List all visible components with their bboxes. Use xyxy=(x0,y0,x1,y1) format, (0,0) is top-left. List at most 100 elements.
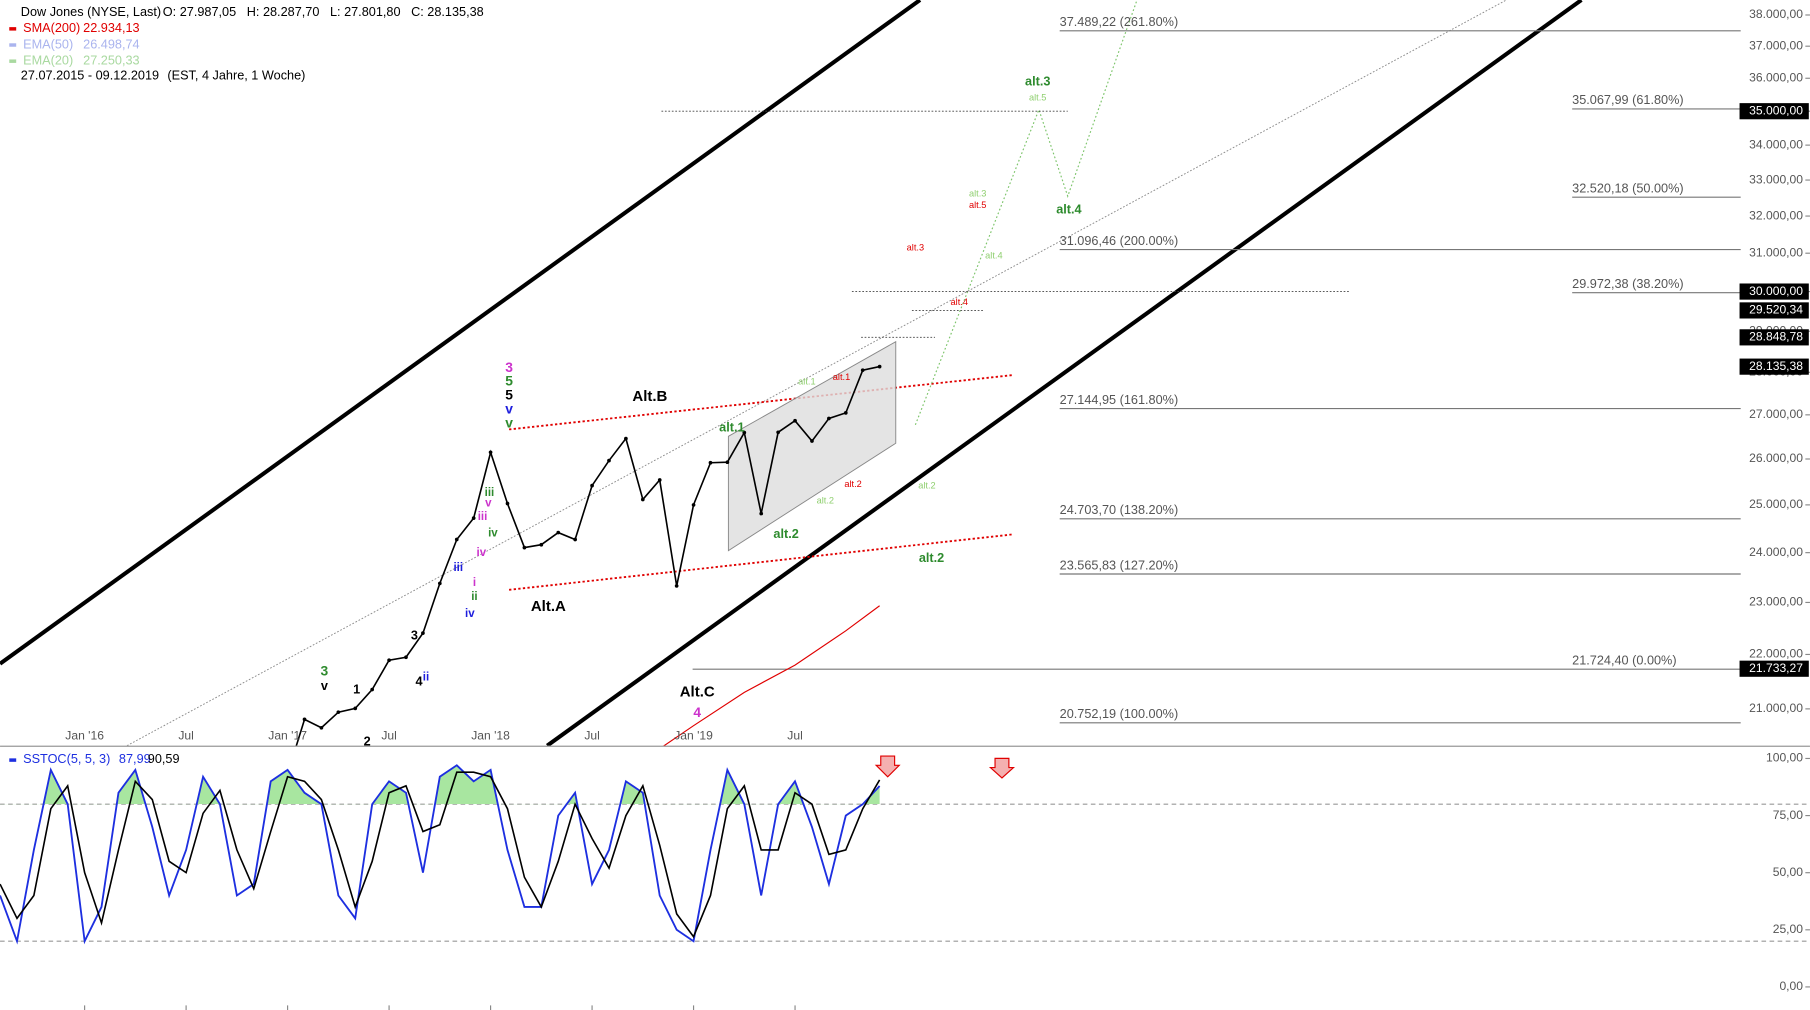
x-tick-label: Jan '17 xyxy=(268,729,307,743)
wave-label: 3 xyxy=(321,662,329,678)
price-point xyxy=(319,725,324,730)
price-point xyxy=(353,706,358,711)
y-tick-label: 31.000,00 xyxy=(1749,245,1803,259)
wave-label: alt.1 xyxy=(833,372,850,382)
y-tick-label: 25.000,00 xyxy=(1749,497,1803,511)
price-point xyxy=(674,584,679,588)
price-point xyxy=(725,460,730,465)
y-tick-label: 22.000,00 xyxy=(1749,647,1803,661)
price-marker-label: 28.848,78 xyxy=(1749,330,1803,344)
wave-label: alt.4 xyxy=(951,297,968,307)
wave-label: Alt.A xyxy=(531,598,566,615)
price-point xyxy=(387,658,391,663)
fib-label: 23.565,83 (127.20%) xyxy=(1060,558,1179,572)
y-tick-label: 26.000,00 xyxy=(1749,451,1803,465)
stoch-tick-label: 100,00 xyxy=(1766,751,1803,765)
y-tick-label: 27.000,00 xyxy=(1749,407,1803,421)
wave-label: alt.2 xyxy=(844,479,861,489)
wave-label: alt.5 xyxy=(969,200,986,210)
legend-name: EMA(50) xyxy=(23,37,73,51)
price-point xyxy=(759,511,764,516)
channel-line xyxy=(0,0,922,666)
price-point xyxy=(776,430,780,435)
price-point xyxy=(437,581,442,586)
fib-label: 20.752,19 (100.00%) xyxy=(1060,707,1179,721)
price-point xyxy=(843,411,848,415)
price-point xyxy=(336,710,341,715)
indicator-line xyxy=(663,605,880,746)
price-point xyxy=(454,537,459,542)
price-point xyxy=(708,460,713,465)
price-marker xyxy=(1739,358,1809,375)
fib-levels: 37.489,22 (261.80%) 35.067,99 (61.80%) 32.… xyxy=(661,15,1741,724)
stoch-tick-label: 0,00 xyxy=(1779,979,1803,993)
y-tick-label: 23.000,00 xyxy=(1749,595,1803,609)
price-point xyxy=(793,418,797,423)
stoch-swatch xyxy=(9,758,17,762)
wave-label: 5 xyxy=(505,373,513,389)
price-marker-label: 28.135,38 xyxy=(1749,359,1803,373)
wave-label: 3 xyxy=(411,628,418,642)
legend-value: 22.934,13 xyxy=(83,21,139,35)
stoch-title: SSTOC(5, 5, 3) xyxy=(23,752,110,766)
price-point xyxy=(624,436,628,441)
period: 27.07.2015 - 09.12.2019 xyxy=(21,69,159,83)
legend-value: 26.498,74 xyxy=(83,37,139,51)
wave-label: alt.4 xyxy=(1056,202,1081,216)
stoch-line xyxy=(0,764,881,945)
wave-label: v xyxy=(505,414,513,430)
price-point xyxy=(640,497,645,502)
price-point xyxy=(505,501,510,506)
fib-label: 35.067,99 (61.80%) xyxy=(1572,93,1683,107)
price-plot xyxy=(295,364,882,746)
overbought-fill xyxy=(0,765,880,805)
wave-label: 1 xyxy=(353,683,360,697)
price-marker-label: 21.733,27 xyxy=(1749,661,1803,675)
wave-label: alt.3 xyxy=(907,243,924,253)
fib-label: 31.096,46 (200.00%) xyxy=(1060,234,1179,248)
fib-label: 21.724,40 (0.00%) xyxy=(1572,653,1676,667)
channel-line xyxy=(545,0,1583,746)
wave-label: ii xyxy=(471,591,477,603)
fib-label: 32.520,18 (50.00%) xyxy=(1572,181,1683,195)
signal-arrow xyxy=(874,755,901,778)
wave-label: v xyxy=(505,400,513,416)
wave-label: i xyxy=(473,577,476,589)
legend-value: 27.250,33 xyxy=(83,54,139,68)
wave-label: ii xyxy=(423,672,429,684)
y-tick-label: 37.000,00 xyxy=(1749,38,1803,52)
signal-arrow xyxy=(988,757,1016,779)
stoch-tick-label: 75,00 xyxy=(1773,808,1804,822)
price-point xyxy=(877,364,882,369)
fib-label: 24.703,70 (138.20%) xyxy=(1060,503,1179,517)
legend-name: SMA(200) xyxy=(23,21,80,35)
legend: Dow Jones (NYSE, Last) O: 27.987,05 H: 2… xyxy=(9,5,484,766)
wave-label: alt.1 xyxy=(719,421,744,435)
wave-label: alt.5 xyxy=(1029,93,1046,103)
y-tick-label: 36.000,00 xyxy=(1749,70,1803,84)
wave-label: alt.2 xyxy=(918,480,935,490)
y-tick-label: 32.000,00 xyxy=(1749,208,1803,222)
period-note: (EST, 4 Jahre, 1 Woche) xyxy=(167,69,305,83)
wave-label: Alt.B xyxy=(632,388,667,405)
wave-label: iv xyxy=(488,527,498,539)
price-marker-label: 29.520,34 xyxy=(1749,303,1803,317)
fib-label: 29.972,38 (38.20%) xyxy=(1572,277,1683,291)
wave-label: iv xyxy=(477,547,487,559)
price-marker-label: 35.000,00 xyxy=(1749,103,1803,117)
stoch-tick-label: 50,00 xyxy=(1773,865,1804,879)
dotted-trend xyxy=(126,0,1507,746)
wave-label: alt.2 xyxy=(919,551,944,565)
axes: 21.000,00 22.000,00 23.000,00 24.000,00 25.0… xyxy=(65,7,1810,1010)
price-marker xyxy=(1739,660,1809,677)
x-tick-label: Jul xyxy=(381,729,396,743)
red-trend xyxy=(508,533,1013,591)
wave-label: iv xyxy=(465,608,475,620)
y-tick-label: 24.000,00 xyxy=(1749,545,1803,559)
price-point xyxy=(539,542,544,547)
wave-label: v xyxy=(321,679,328,693)
projection xyxy=(914,0,1138,425)
price-point xyxy=(488,450,493,455)
